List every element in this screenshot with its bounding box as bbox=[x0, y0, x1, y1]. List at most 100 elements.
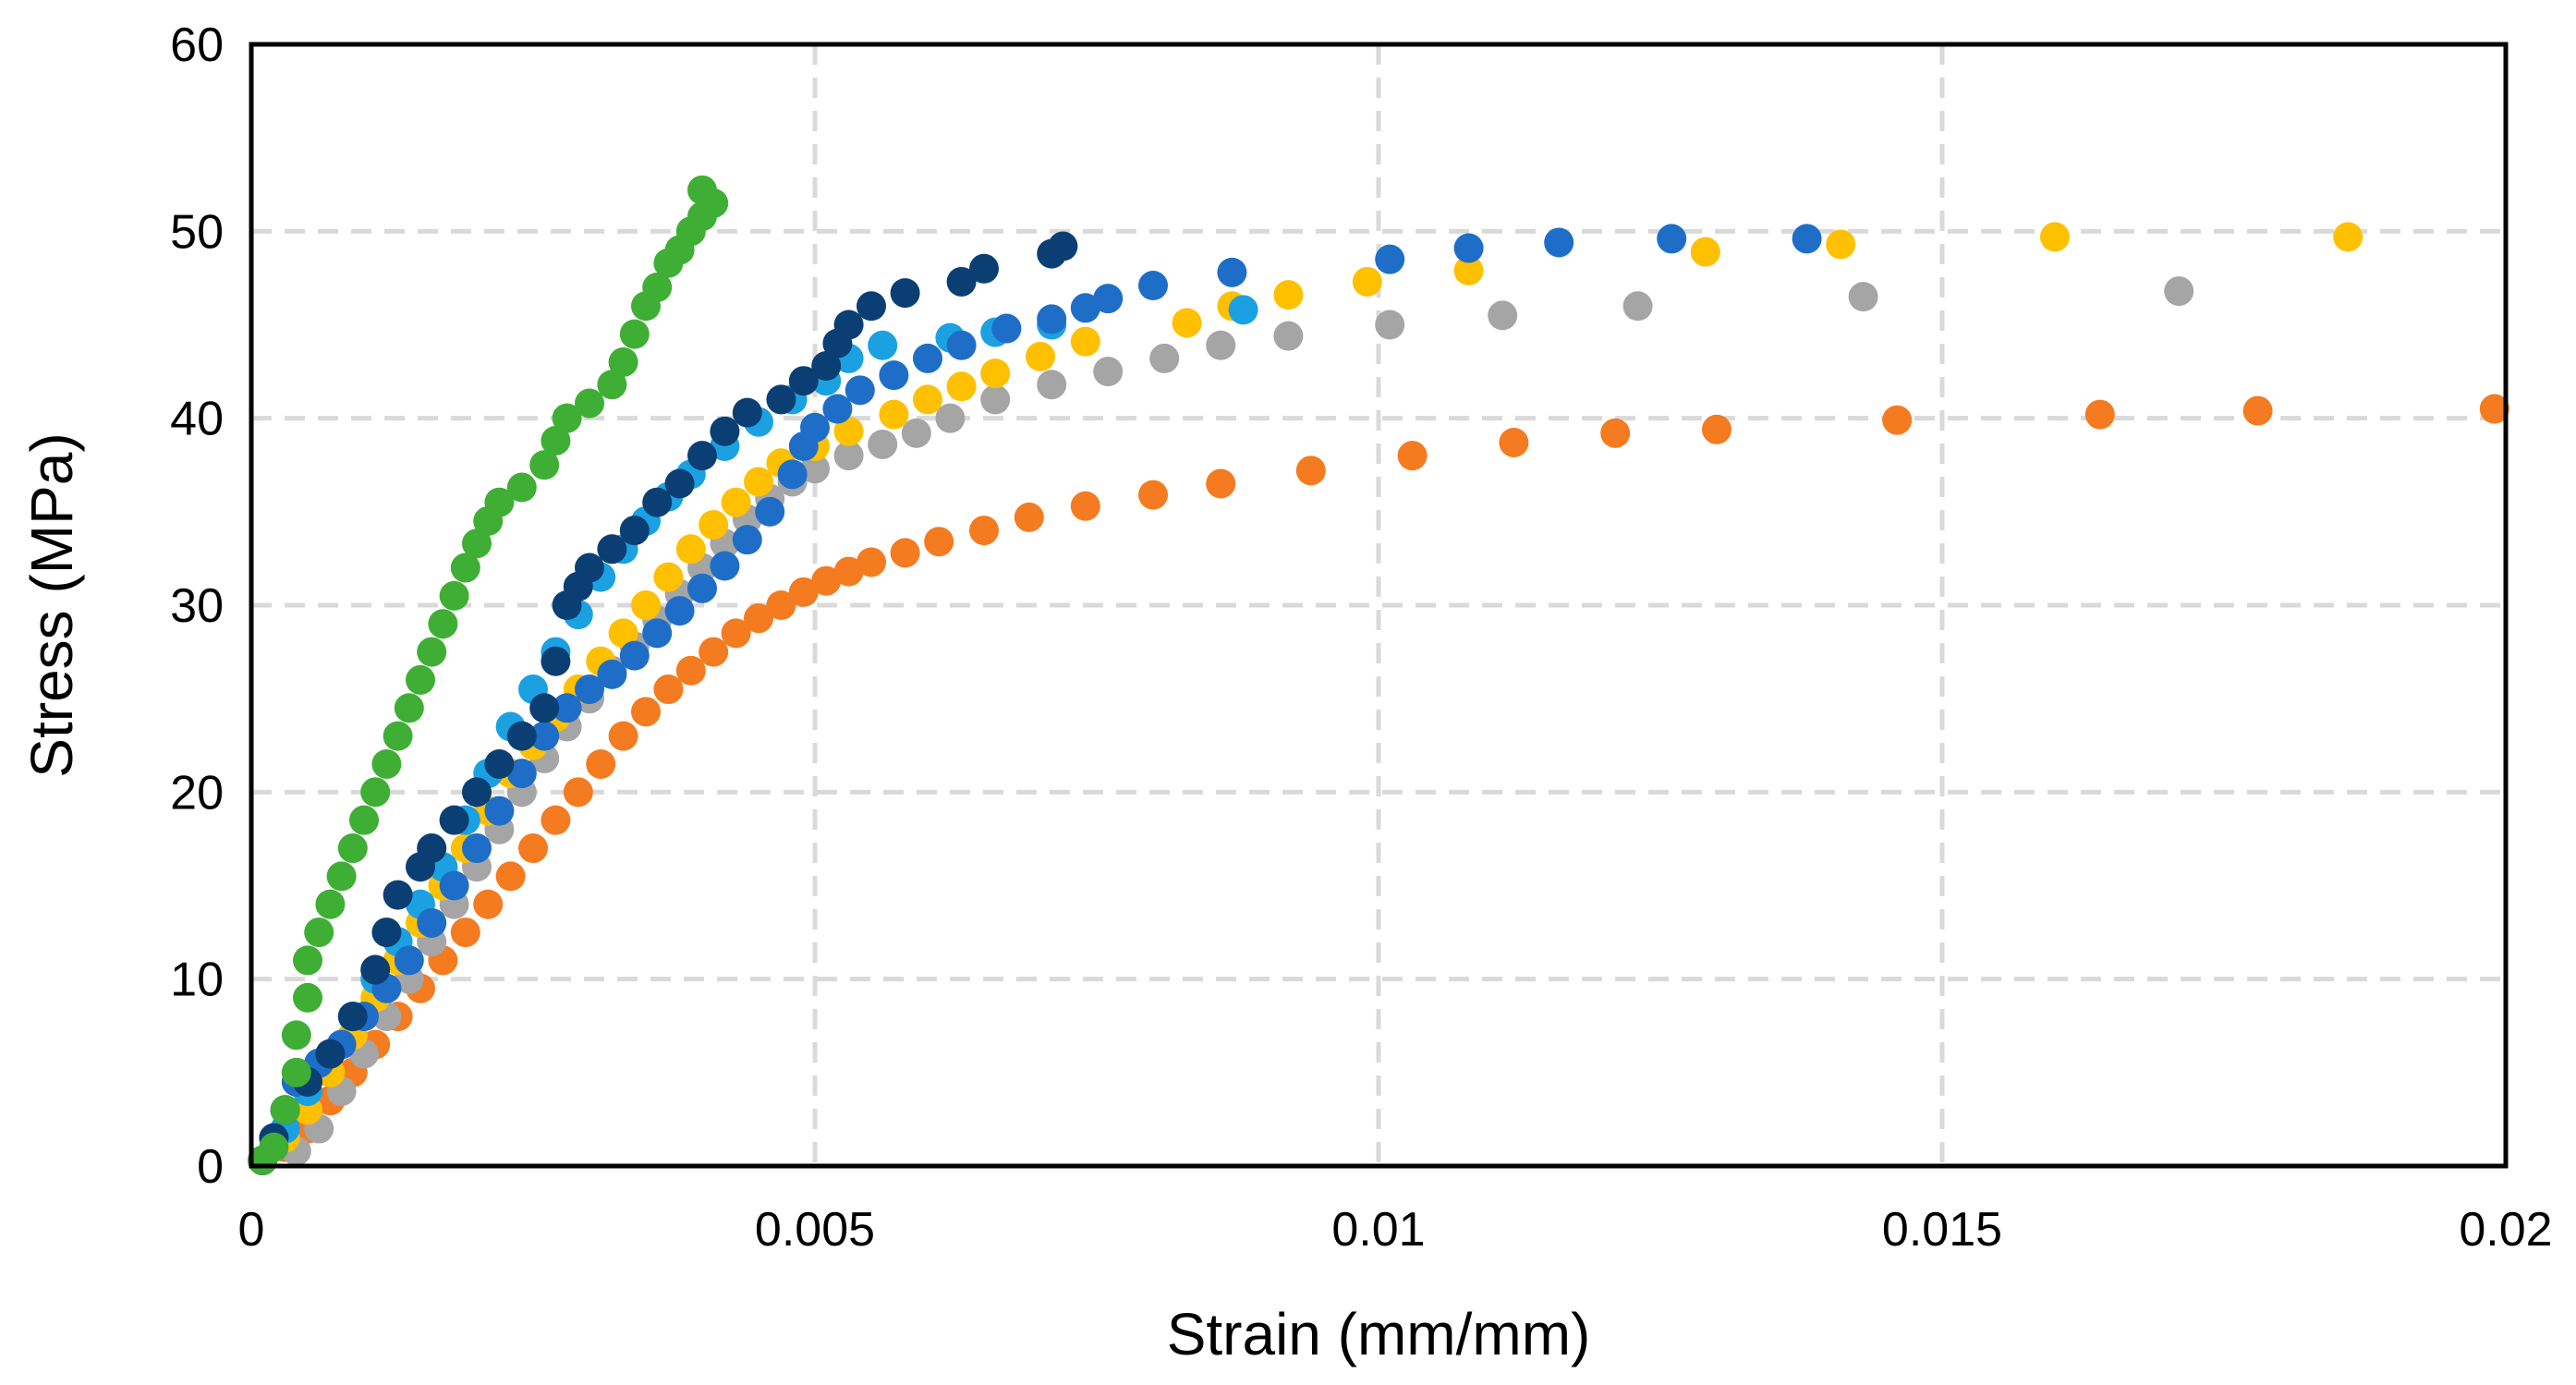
data-point bbox=[1048, 231, 1078, 261]
data-point bbox=[879, 399, 909, 430]
data-point bbox=[913, 343, 942, 373]
data-point bbox=[575, 388, 604, 419]
data-point bbox=[1273, 321, 1304, 351]
data-point bbox=[586, 748, 616, 779]
data-point bbox=[935, 403, 966, 433]
data-point bbox=[2084, 399, 2115, 430]
data-point bbox=[462, 528, 492, 559]
data-point bbox=[1026, 341, 1055, 371]
data-point bbox=[541, 646, 571, 676]
data-point bbox=[1600, 418, 1631, 448]
data-point bbox=[800, 412, 830, 443]
data-point bbox=[664, 468, 695, 499]
data-point bbox=[890, 538, 920, 568]
y-tick-label: 20 bbox=[170, 766, 224, 820]
data-point bbox=[484, 748, 515, 779]
data-point bbox=[349, 805, 379, 835]
data-point bbox=[597, 370, 627, 400]
data-point bbox=[462, 777, 492, 808]
data-point bbox=[857, 291, 886, 322]
data-point bbox=[552, 693, 582, 723]
data-point bbox=[699, 637, 729, 667]
data-point bbox=[417, 907, 447, 938]
data-point bbox=[552, 403, 582, 433]
data-point bbox=[563, 777, 593, 808]
data-point bbox=[293, 945, 322, 976]
data-point bbox=[675, 534, 706, 565]
x-tick-label: 0.015 bbox=[1882, 1203, 2002, 1257]
data-point bbox=[506, 721, 537, 751]
data-point bbox=[417, 637, 447, 667]
data-point bbox=[608, 346, 638, 377]
data-point bbox=[833, 441, 864, 471]
data-point bbox=[710, 551, 740, 581]
data-point bbox=[1093, 357, 1124, 387]
y-axis-title: Stress (MPa) bbox=[18, 432, 85, 777]
data-point bbox=[619, 516, 650, 546]
data-point bbox=[394, 945, 424, 976]
data-point bbox=[360, 777, 391, 808]
data-point bbox=[1206, 330, 1236, 360]
data-point bbox=[744, 467, 773, 497]
y-tick-label: 40 bbox=[170, 393, 224, 446]
data-point bbox=[281, 1020, 311, 1051]
data-point bbox=[721, 618, 751, 649]
data-point bbox=[450, 553, 480, 583]
data-point bbox=[495, 861, 526, 892]
data-point bbox=[1352, 266, 1382, 297]
data-point bbox=[732, 397, 762, 428]
data-point bbox=[1826, 229, 1856, 260]
data-point bbox=[744, 603, 773, 634]
data-point bbox=[1037, 304, 1067, 334]
data-point bbox=[484, 487, 515, 517]
data-point bbox=[383, 721, 413, 751]
data-point bbox=[788, 366, 819, 396]
data-point bbox=[833, 416, 864, 446]
data-point bbox=[844, 375, 875, 406]
data-point bbox=[1375, 310, 1405, 340]
data-point bbox=[721, 487, 751, 517]
data-point bbox=[766, 590, 796, 620]
data-point bbox=[946, 330, 977, 360]
data-point bbox=[642, 487, 673, 517]
data-point bbox=[766, 384, 796, 415]
data-point bbox=[541, 425, 571, 456]
data-point bbox=[315, 889, 346, 919]
x-tick-label: 0.01 bbox=[1331, 1203, 1425, 1257]
data-point bbox=[462, 833, 492, 864]
data-point bbox=[1172, 308, 1202, 338]
data-point bbox=[337, 1002, 368, 1032]
data-point bbox=[428, 609, 458, 639]
data-point bbox=[642, 618, 673, 649]
data-point bbox=[833, 556, 864, 587]
data-point bbox=[924, 527, 954, 557]
data-point bbox=[1657, 224, 1687, 254]
series-green bbox=[248, 175, 729, 1175]
data-point bbox=[1397, 441, 1428, 471]
data-point bbox=[1037, 370, 1067, 400]
data-point bbox=[1453, 233, 1484, 263]
y-tick-label: 10 bbox=[170, 954, 224, 1007]
data-point bbox=[980, 358, 1011, 389]
data-point bbox=[1070, 293, 1100, 323]
data-point bbox=[868, 429, 898, 459]
data-point bbox=[326, 861, 357, 892]
data-point bbox=[315, 1039, 346, 1069]
data-point bbox=[371, 748, 402, 779]
data-point bbox=[2242, 395, 2273, 426]
data-point bbox=[653, 674, 684, 705]
x-tick-label: 0 bbox=[238, 1203, 265, 1257]
data-point bbox=[1690, 237, 1720, 267]
data-point bbox=[597, 534, 627, 565]
data-point bbox=[1488, 300, 1518, 331]
data-point bbox=[969, 516, 999, 546]
y-tick-label: 0 bbox=[197, 1140, 224, 1194]
data-point bbox=[946, 371, 977, 402]
data-point bbox=[822, 394, 853, 424]
data-point bbox=[259, 1132, 289, 1162]
data-point bbox=[1792, 224, 1822, 254]
data-point bbox=[653, 562, 684, 592]
data-point bbox=[360, 954, 391, 985]
data-point bbox=[1453, 255, 1484, 286]
